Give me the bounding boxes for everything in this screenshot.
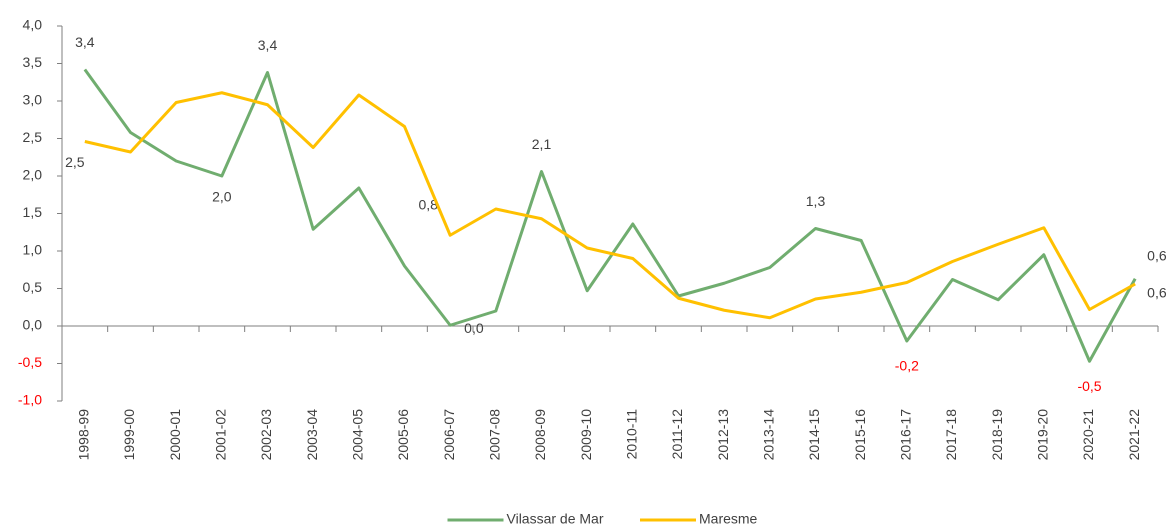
series-line — [83, 68, 1137, 363]
y-tick-label: 0,5 — [23, 279, 43, 295]
y-tick-label: -1,0 — [18, 392, 42, 408]
y-tick-label: 1,0 — [23, 242, 43, 258]
y-tick-label: -0,5 — [18, 354, 42, 370]
x-tick-label: 2005-06 — [395, 409, 411, 461]
x-tick-label: 2001-02 — [213, 409, 229, 461]
x-tick-label: 2015-16 — [852, 409, 868, 461]
x-tick-label: 2011-12 — [669, 409, 685, 460]
data-label: 2,0 — [212, 189, 232, 205]
x-tick-label: 2013-14 — [761, 409, 777, 461]
x-tick-label: 2004-05 — [350, 409, 366, 461]
x-tick-label: 2017-18 — [943, 409, 959, 461]
x-tick-label: 2019-20 — [1035, 409, 1051, 461]
data-label: 0,6 — [1147, 285, 1167, 301]
y-tick-label: 2,5 — [23, 129, 43, 145]
data-label: 0,8 — [419, 197, 439, 213]
y-tick-label: 2,0 — [23, 167, 43, 183]
y-tick-label: 3,5 — [23, 54, 43, 70]
x-tick-label: 2020-21 — [1080, 409, 1096, 461]
series-line — [84, 91, 1136, 320]
y-tick-label: 4,0 — [23, 17, 43, 33]
y-tick-label: 0,0 — [23, 317, 43, 333]
x-tick-label: 2008-09 — [532, 409, 548, 461]
x-tick-label: 2016-17 — [898, 409, 914, 461]
data-label: 2,5 — [65, 154, 85, 170]
y-tick-label: 1,5 — [23, 204, 43, 220]
legend-label: Vilassar de Mar — [507, 511, 604, 527]
x-tick-label: 2006-07 — [441, 409, 457, 461]
data-label: 0,0 — [464, 320, 484, 336]
data-label: 1,3 — [806, 193, 826, 209]
data-label: 3,4 — [258, 37, 278, 53]
data-label: 0,6 — [1147, 247, 1167, 263]
x-tick-label: 2014-15 — [806, 409, 822, 461]
data-label: -0,5 — [1077, 378, 1101, 394]
data-label: 3,4 — [75, 34, 95, 50]
x-tick-label: 2000-01 — [167, 409, 183, 461]
x-tick-label: 2010-11 — [624, 409, 640, 460]
x-tick-label: 2007-08 — [487, 409, 503, 461]
x-tick-label: 2003-04 — [304, 409, 320, 461]
data-label: 2,1 — [532, 136, 552, 152]
x-tick-label: 2021-22 — [1126, 409, 1142, 461]
x-tick-label: 2012-13 — [715, 409, 731, 461]
x-tick-label: 2002-03 — [258, 409, 274, 461]
x-tick-label: 1999-00 — [121, 409, 137, 461]
x-tick-label: 2018-19 — [989, 409, 1005, 461]
legend-label: Maresme — [699, 511, 758, 527]
y-tick-label: 3,0 — [23, 92, 43, 108]
x-tick-label: 2009-10 — [578, 409, 594, 461]
data-label: -0,2 — [895, 358, 919, 374]
x-tick-label: 1998-99 — [76, 409, 92, 461]
